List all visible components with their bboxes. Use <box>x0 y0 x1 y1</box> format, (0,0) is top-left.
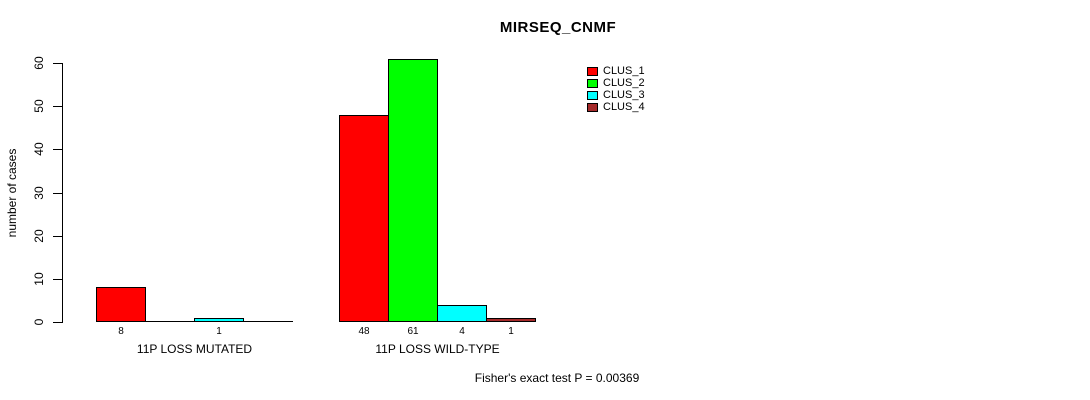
y-axis-tick <box>53 149 62 150</box>
bar-value-label: 4 <box>459 326 465 337</box>
legend-label: CLUS_4 <box>603 100 645 113</box>
x-axis-group-label: 11P LOSS WILD-TYPE <box>375 342 500 356</box>
legend-label: CLUS_3 <box>603 88 645 101</box>
x-axis-group-label: 11P LOSS MUTATED <box>136 342 253 356</box>
bar-value-label: 48 <box>358 326 370 337</box>
legend-item-clus_4: CLUS_4 <box>587 101 645 113</box>
legend: CLUS_1 CLUS_2 CLUS_3 CLUS_4 <box>587 65 645 113</box>
bar-clus_1-mutated <box>96 287 146 322</box>
y-axis-tick <box>53 279 62 280</box>
bar-clus_3-wild-type <box>437 305 487 322</box>
bar-clus_3-mutated <box>194 318 244 322</box>
bar-value-label: 8 <box>118 326 124 337</box>
clus_4-swatch <box>587 102 598 112</box>
legend-item-clus_2: CLUS_2 <box>587 77 645 89</box>
clus_1-swatch <box>587 66 598 76</box>
legend-label: CLUS_2 <box>603 76 645 89</box>
chart-title: MIRSEQ_CNMF <box>499 19 617 36</box>
bar-clus_1-wild-type <box>339 115 389 322</box>
y-axis-tick-label: 0 <box>32 318 46 326</box>
y-axis-tick <box>53 322 62 323</box>
y-axis-tick <box>53 63 62 64</box>
legend-item-clus_1: CLUS_1 <box>587 65 645 77</box>
y-axis-tick-label: 30 <box>32 186 46 200</box>
y-axis-tick-label: 50 <box>32 99 46 113</box>
y-axis-tick <box>53 106 62 107</box>
fisher-test-annotation: Fisher's exact test P = 0.00369 <box>474 371 640 385</box>
y-axis-tick-label: 10 <box>32 272 46 286</box>
bar-value-label: 1 <box>508 326 514 337</box>
bar-clus_2-wild-type <box>388 59 438 322</box>
y-axis-label: number of cases <box>5 148 19 238</box>
y-axis-tick <box>53 193 62 194</box>
legend-label: CLUS_1 <box>603 64 645 77</box>
bar-clus_4-wild-type <box>486 318 536 322</box>
y-axis-tick-label: 60 <box>32 56 46 70</box>
bar-clus_2-mutated-zero <box>145 321 195 322</box>
y-axis-tick <box>53 236 62 237</box>
bar-value-label: 61 <box>407 326 419 337</box>
bar-value-label: 1 <box>216 326 222 337</box>
y-axis-tick-label: 40 <box>32 142 46 156</box>
y-axis-tick-label: 20 <box>32 229 46 243</box>
legend-item-clus_3: CLUS_3 <box>587 89 645 101</box>
y-axis-line <box>62 63 63 323</box>
clus_3-swatch <box>587 90 598 100</box>
bar-clus_4-mutated-zero <box>243 321 293 322</box>
clus_2-swatch <box>587 78 598 88</box>
